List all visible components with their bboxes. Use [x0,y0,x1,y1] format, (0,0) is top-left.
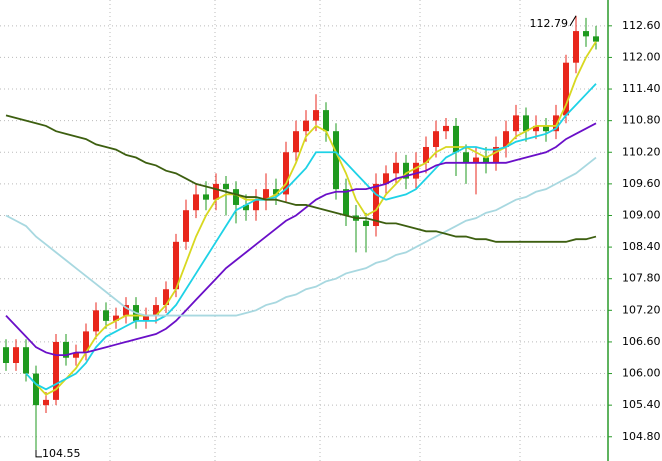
candle-body [173,241,179,290]
candle-body [343,189,349,216]
candle-body [423,146,429,163]
candle-body [473,157,479,163]
candle-body [463,152,469,163]
candle-body [263,189,269,200]
y-tick-label: 110.20 [622,145,661,158]
moving-average-line [25,83,597,391]
candle-body [243,204,249,211]
candle-body [23,347,29,374]
candle-body [113,315,119,321]
candle-body [393,162,399,174]
moving-average-line [5,122,597,357]
candle-body [333,131,339,190]
candle-body [283,152,289,195]
candle-body [523,115,529,132]
candle-body [433,131,439,147]
candle-body [323,110,329,132]
candle-body [163,289,169,306]
candle-body [223,183,229,190]
candle-body [443,125,449,132]
candle-body [83,331,89,353]
candle-body [93,310,99,332]
candle-body [63,341,69,358]
candle-body [13,347,19,364]
candle-body [193,194,199,211]
candle-body [213,183,219,200]
candle-body [453,125,459,153]
candle-body [203,194,209,200]
candle-body [413,162,419,179]
candle-body [123,305,129,316]
candle-body [403,162,409,179]
candle-body [3,347,9,364]
candle-body [363,220,369,227]
candle-body [253,199,259,211]
y-tick-label: 110.80 [622,114,661,127]
candle-body [43,399,49,406]
candle-body [103,310,109,321]
candle-body [183,210,189,242]
candle-body [293,131,299,153]
y-tick-label: 106.00 [622,367,661,380]
y-tick-label: 112.60 [622,19,661,32]
y-tick-label: 112.00 [622,50,661,63]
candle-body [543,125,549,132]
candle-body [383,173,389,184]
y-tick-label: 106.60 [622,335,661,348]
candle-body [483,157,489,163]
candle-body [233,189,239,205]
y-tick-label: 111.40 [622,82,661,95]
candle-body [593,36,599,42]
y-tick-label: 107.80 [622,272,661,285]
candle-body [573,31,579,63]
annotation-leader [35,449,42,458]
y-tick-label: 105.40 [622,398,661,411]
candle-body [303,120,309,132]
annotation: 104.55 [42,447,81,460]
candle-body [563,62,569,116]
candle-body [153,305,159,316]
candle-body [273,189,279,195]
candle-body [533,125,539,132]
candle-body [33,373,39,406]
candle-body [313,110,319,121]
candle-body [503,131,509,147]
candle-body [73,352,79,358]
y-tick-label: 107.20 [622,303,661,316]
y-tick-label: 108.40 [622,240,661,253]
annotation-leader [569,15,577,27]
candle-body [513,115,519,132]
candle-body [553,115,559,132]
moving-average-line [5,114,597,243]
candle-body [53,341,59,400]
moving-average-line [5,156,597,317]
candle-body [373,183,379,227]
candle-body [143,315,149,321]
y-tick-label: 104.80 [622,430,661,443]
y-tick-label: 109.60 [622,177,661,190]
candle-body [583,31,589,37]
annotation: 112.79 [530,17,569,30]
y-tick-label: 109.00 [622,208,661,221]
candle-body [493,146,499,163]
